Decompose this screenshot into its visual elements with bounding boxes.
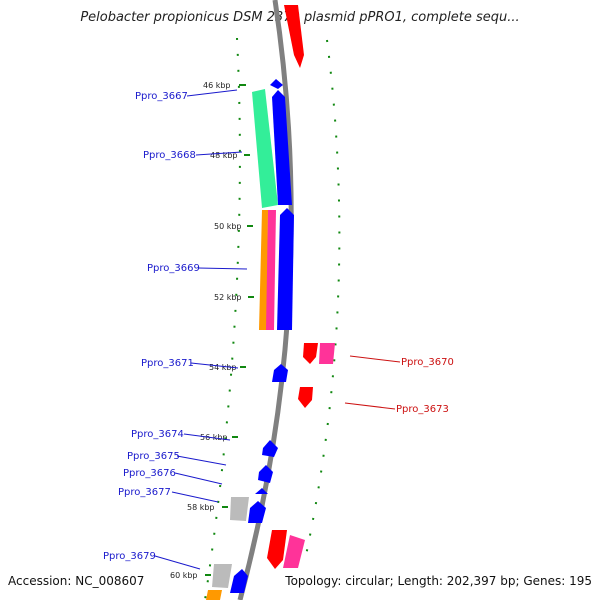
gene-arrow [272,364,288,382]
gene-label: Ppro_3674 [131,429,184,440]
gene-arrow [303,343,318,364]
gene-arrow [258,465,273,483]
gene-block [212,564,232,588]
kbp-label: 50 kbp [214,222,242,231]
gene-arrow [284,5,304,68]
kbp-label: 60 kbp [170,571,198,580]
gene-block [259,210,268,330]
gene-label: Ppro_3676 [123,468,176,479]
kbp-label: 48 kbp [210,151,238,160]
outer-dotted-track [304,39,341,561]
accession-text: Accession: NC_008607 [8,574,145,588]
kbp-ticks [205,84,254,576]
kbp-label: 54 kbp [209,363,237,372]
gene-arrow [267,530,287,569]
gene-label: Ppro_3668 [143,150,196,161]
gene-label: Ppro_3677 [118,487,171,498]
gene-label: Ppro_3673 [396,404,449,415]
gene-arrow [255,488,268,494]
gene-arrow [248,501,266,523]
gene-block [230,497,249,521]
map-title: Pelobacter propionicus DSM 2379 plasmid … [80,10,520,25]
gene-arrow [298,387,313,408]
leader-lines-left [154,89,248,570]
gene-arrow [270,79,283,89]
topology-text: Topology: circular; Length: 202,397 bp; … [285,574,592,588]
kbp-label: 46 kbp [203,81,231,90]
gene-label: Ppro_3669 [147,263,200,274]
gene-block [206,590,222,600]
gene-block [266,210,276,330]
gene-label: Ppro_3679 [103,551,156,562]
gene-label: Ppro_3667 [135,91,188,102]
gene-arrow [319,343,335,364]
gene-arrow [230,569,248,593]
gene-arrow [277,208,294,330]
gene-block [252,89,278,208]
inner-dotted-track [204,37,241,600]
gene-label: Ppro_3670 [401,357,454,368]
gene-arrow [262,440,278,457]
gene-label: Ppro_3671 [141,358,194,369]
gene-label: Ppro_3675 [127,451,180,462]
kbp-label: 58 kbp [187,503,215,512]
gene-arrow [272,90,292,205]
leader-lines-right [344,355,401,410]
kbp-label: 52 kbp [214,293,242,302]
gene-arrow [283,535,305,568]
